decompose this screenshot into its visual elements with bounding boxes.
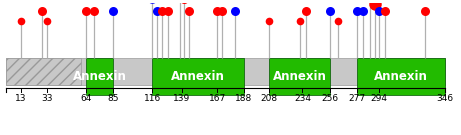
Text: 277: 277 [349,94,366,103]
Text: 234: 234 [294,94,311,103]
Bar [86,58,113,95]
Text: 294: 294 [370,94,387,103]
Text: 167: 167 [208,94,226,103]
Text: 13: 13 [15,94,27,103]
Text: Annexin: Annexin [273,70,327,83]
Bar [6,58,81,85]
Text: 188: 188 [235,94,253,103]
Text: 85: 85 [107,94,118,103]
Text: 208: 208 [261,94,278,103]
Text: Annexin: Annexin [72,70,126,83]
Bar [357,58,445,95]
Text: 116: 116 [144,94,161,103]
Text: 33: 33 [41,94,53,103]
Bar [6,58,445,85]
Text: 346: 346 [437,94,454,103]
Text: Annexin: Annexin [171,70,225,83]
Bar [152,58,244,95]
Text: 139: 139 [173,94,190,103]
Text: Annexin: Annexin [374,70,428,83]
Bar [269,58,331,95]
Text: 64: 64 [80,94,92,103]
Text: 256: 256 [322,94,339,103]
